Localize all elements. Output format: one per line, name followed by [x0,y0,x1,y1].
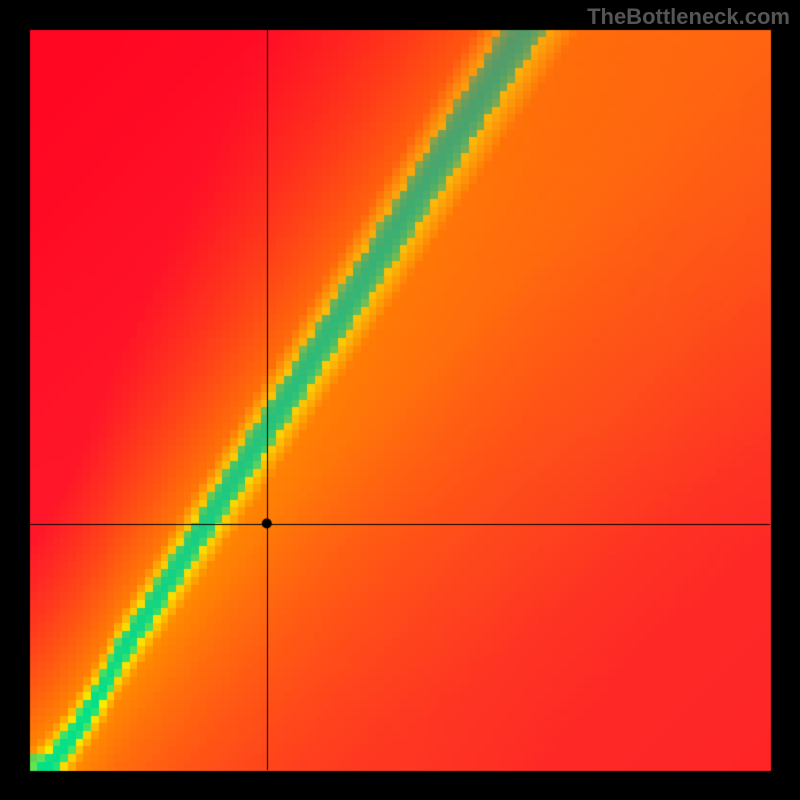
chart-container: TheBottleneck.com [0,0,800,800]
watermark-text: TheBottleneck.com [587,4,790,30]
heatmap-canvas [0,0,800,800]
